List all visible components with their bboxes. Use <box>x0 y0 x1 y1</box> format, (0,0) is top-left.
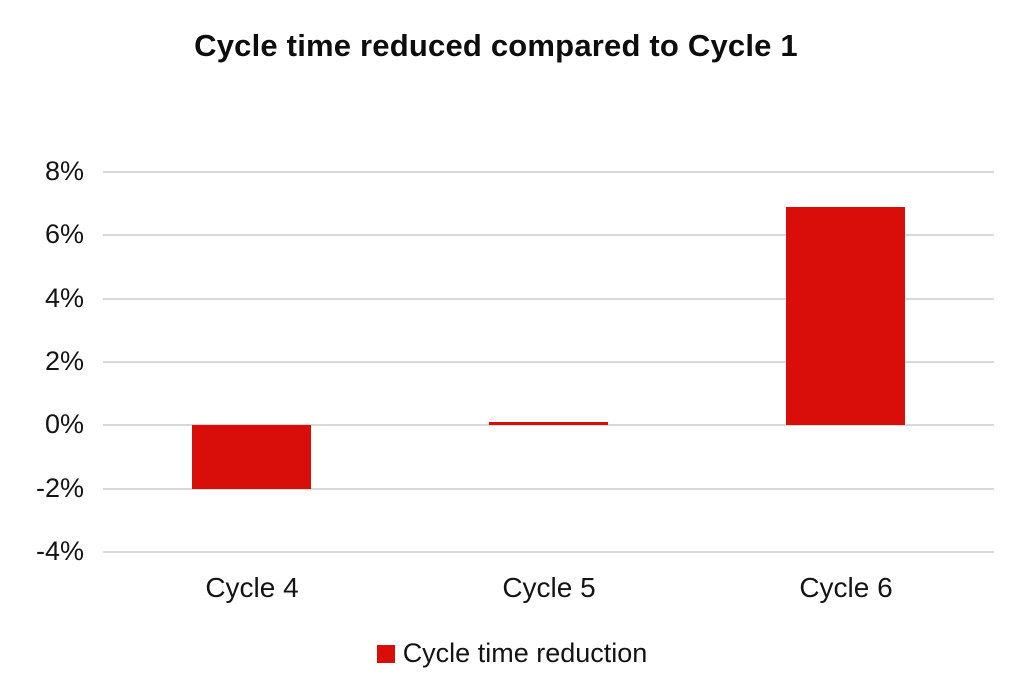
y-tick-label: -2% <box>35 472 84 503</box>
y-tick-label: 4% <box>44 282 84 313</box>
bar-cycle-4 <box>192 425 311 489</box>
y-tick-label: 6% <box>44 219 84 250</box>
gridline <box>103 361 994 363</box>
y-tick-label: -4% <box>35 536 84 566</box>
bar-cycle-5 <box>489 422 608 426</box>
gridline <box>103 424 994 427</box>
chart-title: Cycle time reduced compared to Cycle 1 <box>194 28 798 63</box>
gridline <box>103 234 994 237</box>
gridline <box>103 171 994 173</box>
x-tick-label: Cycle 5 <box>502 572 596 603</box>
y-tick-label: 8% <box>44 156 84 186</box>
legend-label: Cycle time reduction <box>402 638 648 668</box>
x-tick-label: Cycle 4 <box>205 572 299 603</box>
bar-cycle-6 <box>786 206 905 426</box>
plot-area <box>103 171 994 553</box>
legend-swatch-icon <box>376 644 395 663</box>
legend: Cycle time reduction <box>0 638 1024 669</box>
gridline <box>103 297 994 300</box>
gridline <box>103 551 994 553</box>
x-tick-label: Cycle 6 <box>799 572 893 603</box>
y-tick-label: 2% <box>44 346 84 376</box>
gridline <box>103 487 994 490</box>
y-tick-label: 0% <box>44 409 84 440</box>
